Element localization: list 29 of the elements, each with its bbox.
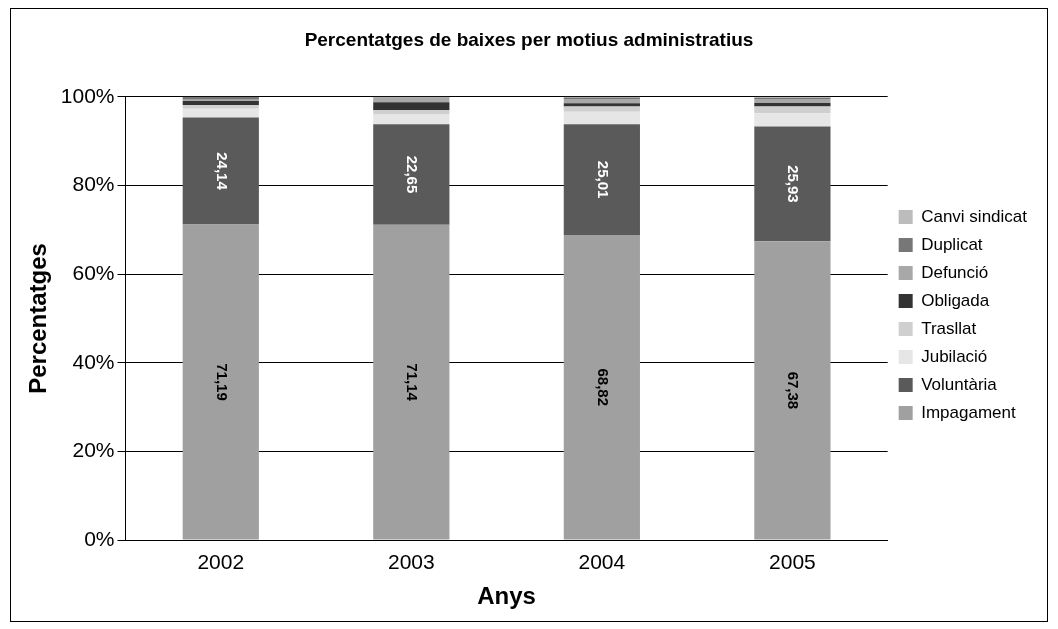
- data-label: 24,14: [213, 152, 231, 191]
- legend-label: Obligada: [921, 290, 990, 310]
- y-tick-label: 80%: [72, 172, 115, 196]
- data-label: 67,38: [785, 371, 803, 410]
- legend-label: Voluntària: [921, 374, 998, 394]
- y-tick-label: 0%: [84, 526, 115, 550]
- data-label: 71,14: [404, 363, 422, 402]
- legend-label: Canvi sindicat: [921, 206, 1028, 226]
- y-tick-label: 60%: [72, 260, 115, 284]
- legend-label: Impagament: [921, 402, 1016, 422]
- data-label: 25,93: [785, 165, 803, 203]
- chart-title: Percentatges de baixes per motius administratius: [304, 28, 754, 50]
- x-axis-title: Anys: [477, 582, 536, 610]
- y-tick-label: 100%: [60, 83, 115, 107]
- legend-label: Defunció: [921, 262, 989, 282]
- data-label: 25,01: [594, 160, 612, 199]
- y-axis-title: Percentatges: [24, 243, 52, 394]
- x-tick-label: 2002: [197, 550, 245, 574]
- x-tick-label: 2003: [387, 550, 435, 574]
- data-label: 71,19: [213, 363, 231, 401]
- y-tick-label: 40%: [72, 349, 115, 373]
- legend-label: Duplicat: [921, 234, 983, 254]
- y-tick-label: 20%: [72, 438, 115, 462]
- x-tick-label: 2004: [578, 550, 626, 574]
- legend-label: Jubilació: [921, 346, 988, 366]
- data-label: 22,65: [404, 155, 422, 194]
- data-label: 68,82: [594, 368, 612, 407]
- legend-label: Trasllat: [921, 318, 977, 338]
- x-tick-label: 2005: [769, 550, 816, 574]
